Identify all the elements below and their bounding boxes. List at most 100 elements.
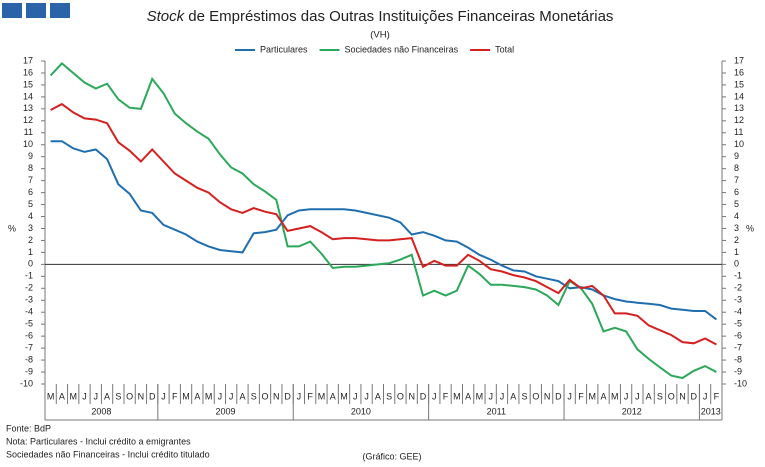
x-tick-label: N (408, 391, 415, 401)
x-tick-label: J (94, 391, 99, 401)
x-tick-label: D (149, 391, 156, 401)
y2-tick-label: -10 (734, 378, 747, 388)
x-tick-label: F (443, 391, 449, 401)
y2-tick-label: 13 (734, 103, 744, 113)
y-tick-label: -7 (25, 342, 33, 352)
y-tick-label: 10 (23, 139, 33, 149)
y-tick-label: 7 (28, 175, 33, 185)
year-label: 2011 (487, 406, 506, 416)
y-tick-label: 15 (23, 79, 33, 89)
x-tick-label: A (59, 391, 65, 401)
x-tick-label: J (297, 391, 302, 401)
y-tick-label: 12 (23, 115, 33, 125)
x-tick-label: M (453, 391, 461, 401)
y2-tick-label: 8 (734, 163, 739, 173)
x-tick-label: J (567, 391, 572, 401)
note: Nota: Particulares - Inclui crédito a em… (6, 436, 191, 446)
x-tick-label: N (679, 391, 686, 401)
y2-tick-label: -9 (734, 366, 742, 376)
y2-tick-label: -8 (734, 354, 742, 364)
y-tick-label: 2 (28, 235, 33, 245)
title-italic: Stock (147, 8, 186, 25)
y2-tick-label: -3 (734, 295, 742, 305)
y2-tick-label: 10 (734, 139, 744, 149)
x-tick-label: M (476, 391, 484, 401)
y-tick-label: -9 (25, 366, 33, 376)
x-tick-label: S (657, 391, 663, 401)
year-label: 2009 (216, 406, 236, 416)
logo-block (26, 3, 46, 18)
y2-axis-label: % (746, 223, 754, 233)
y-tick-label: 17 (23, 55, 33, 65)
x-tick-label: D (555, 391, 562, 401)
y2-tick-label: 16 (734, 67, 744, 77)
x-tick-label: M (318, 391, 326, 401)
y-tick-label: -10 (20, 378, 33, 388)
y-tick-label: -3 (25, 295, 33, 305)
y-tick-label: 14 (23, 91, 33, 101)
x-tick-label: F (714, 391, 720, 401)
x-tick-label: D (420, 391, 427, 401)
x-tick-label: A (375, 391, 381, 401)
y-tick-label: 6 (28, 187, 33, 197)
x-tick-label: S (386, 391, 392, 401)
x-tick-label: N (273, 391, 280, 401)
y2-tick-label: -1 (734, 271, 742, 281)
y-tick-label: 8 (28, 163, 33, 173)
x-tick-label: J (703, 391, 708, 401)
y2-tick-label: 3 (734, 223, 739, 233)
y2-tick-label: 1 (734, 247, 739, 257)
logo-block (50, 3, 70, 18)
x-tick-label: J (635, 391, 640, 401)
legend-label: Total (495, 44, 514, 54)
y-tick-label: 9 (28, 151, 33, 161)
x-tick-label: M (47, 391, 55, 401)
y2-tick-label: -4 (734, 307, 742, 317)
subtitle: (VH) (370, 30, 390, 41)
y2-tick-label: 17 (734, 55, 744, 65)
x-tick-label: O (126, 391, 133, 401)
x-tick-label: S (115, 391, 121, 401)
y2-tick-label: 6 (734, 187, 739, 197)
note: Sociedades não Financeiras - Inclui créd… (6, 449, 210, 459)
y2-tick-label: 9 (734, 151, 739, 161)
y2-tick-label: 11 (734, 127, 743, 137)
x-tick-label: O (397, 391, 404, 401)
x-tick-label: F (307, 391, 313, 401)
y-tick-label: 0 (28, 259, 33, 269)
x-tick-label: J (488, 391, 493, 401)
x-tick-label: J (500, 391, 505, 401)
year-label: 2012 (622, 406, 642, 416)
x-tick-label: N (544, 391, 551, 401)
y2-tick-label: 14 (734, 91, 744, 101)
chart-title: Stock de Empréstimos das Outras Institui… (147, 8, 614, 25)
y2-tick-label: 2 (734, 235, 739, 245)
x-tick-label: M (611, 391, 619, 401)
x-tick-label: J (624, 391, 629, 401)
y2-tick-label: 12 (734, 115, 744, 125)
y-tick-label: -6 (25, 331, 33, 341)
y-tick-label: 13 (23, 103, 33, 113)
x-tick-label: J (353, 391, 358, 401)
logo-block (2, 3, 22, 18)
x-tick-label: D (691, 391, 698, 401)
x-tick-label: S (522, 391, 528, 401)
x-tick-label: M (205, 391, 213, 401)
x-tick-label: O (668, 391, 675, 401)
x-tick-label: A (194, 391, 200, 401)
x-tick-label: A (330, 391, 336, 401)
x-tick-label: O (262, 391, 269, 401)
y-tick-label: -1 (25, 271, 33, 281)
x-tick-label: N (138, 391, 145, 401)
y2-tick-label: 5 (734, 199, 739, 209)
series-line (50, 140, 717, 321)
legend-label: Sociedades não Financeiras (345, 44, 459, 54)
legend-label: Particulares (260, 44, 308, 54)
y2-tick-label: -2 (734, 283, 742, 293)
x-tick-label: O (532, 391, 539, 401)
x-tick-label: J (229, 391, 234, 401)
y2-tick-label: 15 (734, 79, 744, 89)
y2-tick-label: 0 (734, 259, 739, 269)
y-tick-label: -4 (25, 307, 33, 317)
